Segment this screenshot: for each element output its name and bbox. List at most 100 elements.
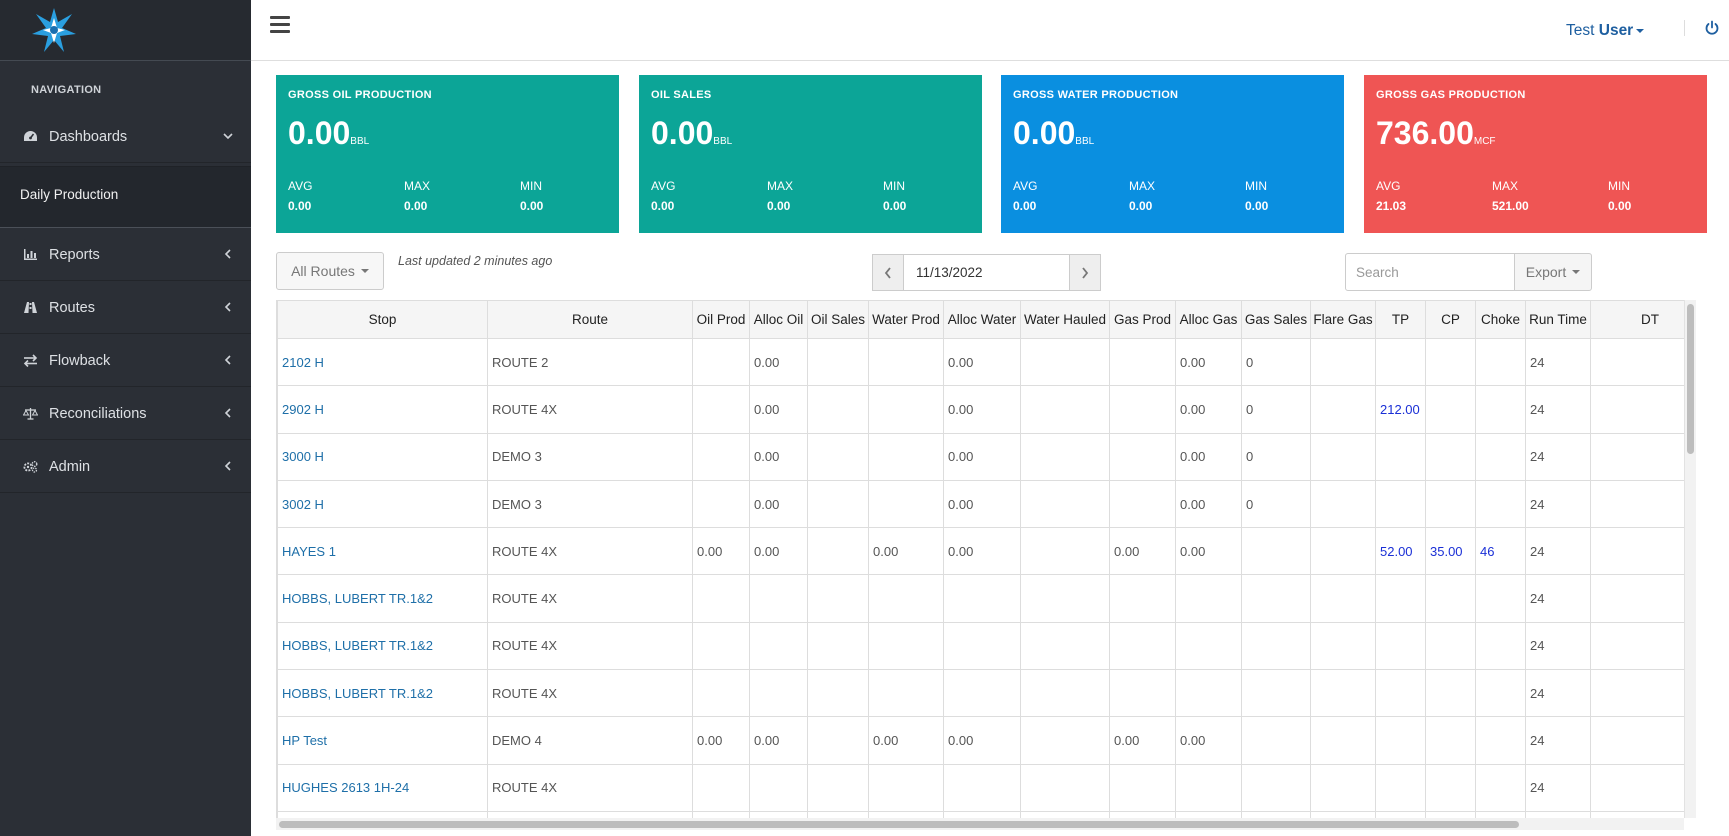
table-row[interactable]: HUGHES 2613 1H-24 ROUTE 4X 24 [277, 763, 1684, 812]
search-input[interactable] [1345, 253, 1515, 291]
previous-date-button[interactable] [873, 255, 903, 290]
table-row[interactable]: HP Test DEMO 4 0.00 0.00 0.00 0.00 0.00 0.00 24 [277, 716, 1684, 765]
table-cell[interactable]: 212.00 [1375, 385, 1426, 434]
vertical-scrollbar[interactable] [1684, 300, 1696, 818]
table-cell: ROUTE 2 [487, 337, 693, 387]
table-cell[interactable] [1425, 763, 1476, 812]
sidebar-item-reports[interactable]: Reports [0, 229, 251, 281]
table-cell[interactable] [1425, 669, 1476, 718]
hamburger-menu-icon[interactable] [270, 16, 290, 33]
app-logo[interactable] [30, 6, 78, 54]
table-row[interactable] [277, 810, 1684, 818]
stop-link[interactable]: HP Test [277, 716, 488, 765]
table-cell[interactable] [1375, 763, 1426, 812]
sidebar-item-dashboards[interactable]: Dashboards [0, 111, 251, 163]
column-header[interactable]: DT [1590, 300, 1684, 339]
column-header[interactable]: Oil Sales [807, 300, 869, 339]
chevron-left-icon [223, 353, 233, 369]
column-header[interactable]: Water Hauled [1020, 300, 1110, 339]
sidebar-item-admin[interactable]: Admin [0, 441, 251, 493]
table-cell[interactable] [1425, 432, 1476, 481]
column-header[interactable]: TP [1375, 300, 1426, 339]
export-button[interactable]: Export [1514, 253, 1592, 291]
stop-link[interactable]: HOBBS, LUBERT TR.1&2 [277, 669, 488, 718]
table-cell[interactable] [1375, 337, 1426, 387]
power-icon[interactable] [1704, 20, 1720, 36]
stat-card-gross-gas: GROSS GAS PRODUCTION 736.00MCF AVG 21.03 … [1364, 75, 1707, 233]
stop-link[interactable]: HOBBS, LUBERT TR.1&2 [277, 574, 488, 623]
stop-link[interactable]: 2102 H [277, 337, 488, 387]
date-input[interactable]: 11/13/2022 [903, 255, 1070, 290]
column-header[interactable]: Route [487, 300, 693, 339]
table-cell[interactable] [1475, 337, 1526, 387]
column-header[interactable]: Run Time [1525, 300, 1591, 339]
column-header[interactable]: Stop [277, 300, 488, 339]
table-row[interactable]: 3002 H DEMO 3 0.00 0.00 0.00 0 24 [277, 479, 1684, 529]
table-cell[interactable] [1475, 669, 1526, 718]
horizontal-scrollbar[interactable] [276, 818, 1684, 830]
table-cell[interactable] [1375, 432, 1426, 481]
table-cell[interactable]: 46 [1475, 527, 1526, 576]
table-cell[interactable] [1375, 574, 1426, 623]
stop-link[interactable]: 3000 H [277, 432, 488, 481]
table-cell[interactable] [1375, 621, 1426, 671]
sidebar-subitem-daily-production[interactable]: Daily Production [0, 166, 251, 228]
table-cell[interactable] [1475, 763, 1526, 812]
table-cell[interactable] [1425, 716, 1476, 765]
table-row[interactable]: 3000 H DEMO 3 0.00 0.00 0.00 0 24 [277, 432, 1684, 481]
column-header[interactable]: Alloc Gas [1175, 300, 1242, 339]
table-cell[interactable] [1375, 716, 1426, 765]
table-cell[interactable] [1475, 716, 1526, 765]
column-header[interactable]: Alloc Oil [749, 300, 808, 339]
table-row[interactable]: 2102 H ROUTE 2 0.00 0.00 0.00 0 24 [277, 337, 1684, 387]
card-value: 0.00BBL [1013, 115, 1095, 151]
table-cell[interactable] [1425, 621, 1476, 671]
table-cell[interactable] [1375, 479, 1426, 529]
table-cell[interactable] [1475, 479, 1526, 529]
production-table-container[interactable]: Stop Route Oil Prod Alloc Oil Oil Sales Water… [276, 300, 1684, 818]
table-cell[interactable] [1425, 479, 1476, 529]
table-cell[interactable] [1425, 337, 1476, 387]
table-cell [807, 621, 869, 671]
column-header[interactable]: Flare Gas [1310, 300, 1376, 339]
table-cell[interactable] [1375, 669, 1426, 718]
column-header[interactable]: Alloc Water [943, 300, 1021, 339]
table-cell[interactable] [1475, 621, 1526, 671]
table-cell: 0.00 [1175, 479, 1242, 529]
stop-link[interactable]: HOBBS, LUBERT TR.1&2 [277, 621, 488, 671]
table-cell[interactable]: 35.00 [1425, 527, 1476, 576]
stop-link[interactable]: 3002 H [277, 479, 488, 529]
column-header[interactable]: Gas Sales [1241, 300, 1311, 339]
table-cell[interactable]: 52.00 [1375, 527, 1426, 576]
column-header[interactable]: Water Prod [868, 300, 944, 339]
table-cell[interactable] [1425, 574, 1476, 623]
user-menu[interactable]: Test User [1566, 22, 1645, 40]
vertical-scrollbar-thumb[interactable] [1687, 304, 1694, 454]
column-header[interactable]: Gas Prod [1109, 300, 1176, 339]
horizontal-scrollbar-thumb[interactable] [279, 821, 1519, 828]
sidebar-item-flowback[interactable]: Flowback [0, 335, 251, 387]
card-min: MIN 0.00 [1608, 179, 1632, 213]
table-row[interactable]: HAYES 1 ROUTE 4X 0.00 0.00 0.00 0.00 0.00 0.00 5… [277, 527, 1684, 576]
table-cell: DEMO 3 [487, 479, 693, 529]
table-cell[interactable] [1475, 385, 1526, 434]
table-cell [1020, 432, 1110, 481]
table-cell[interactable] [1475, 574, 1526, 623]
stop-link[interactable]: HAYES 1 [277, 527, 488, 576]
next-date-button[interactable] [1070, 255, 1100, 290]
table-cell[interactable] [1475, 432, 1526, 481]
stop-link[interactable]: 2902 H [277, 385, 488, 434]
sidebar-item-routes[interactable]: Routes [0, 282, 251, 334]
stop-link[interactable]: HUGHES 2613 1H-24 [277, 763, 488, 812]
sidebar-item-reconciliations[interactable]: Reconciliations [0, 388, 251, 440]
table-cell[interactable] [1425, 385, 1476, 434]
table-row[interactable]: HOBBS, LUBERT TR.1&2 ROUTE 4X 24 [277, 669, 1684, 718]
table-row[interactable]: HOBBS, LUBERT TR.1&2 ROUTE 4X 24 [277, 574, 1684, 623]
all-routes-dropdown[interactable]: All Routes [276, 252, 384, 290]
column-header[interactable]: CP [1425, 300, 1476, 339]
table-cell: ROUTE 4X [487, 527, 693, 576]
table-row[interactable]: HOBBS, LUBERT TR.1&2 ROUTE 4X 24 [277, 621, 1684, 671]
column-header[interactable]: Oil Prod [692, 300, 750, 339]
column-header[interactable]: Choke [1475, 300, 1526, 339]
table-row[interactable]: 2902 H ROUTE 4X 0.00 0.00 0.00 0 212.00 24 [277, 385, 1684, 434]
